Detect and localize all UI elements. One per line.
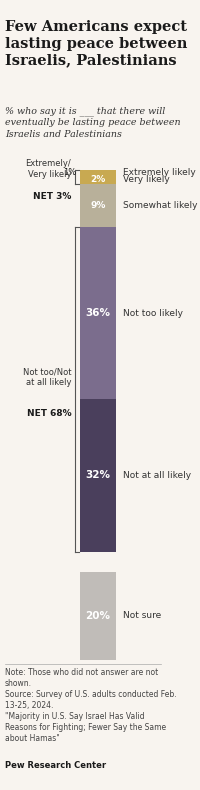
Text: Pew Research Center: Pew Research Center bbox=[5, 762, 106, 770]
Text: Not at all likely: Not at all likely bbox=[123, 471, 191, 480]
Text: NET 68%: NET 68% bbox=[27, 408, 71, 418]
FancyBboxPatch shape bbox=[80, 399, 116, 552]
Text: 2%: 2% bbox=[90, 175, 105, 184]
Text: Extremely likely: Extremely likely bbox=[123, 167, 195, 177]
Text: % who say it is ___ that there will
eventually be lasting peace between
Israelis: % who say it is ___ that there will even… bbox=[5, 107, 181, 138]
Text: Note: Those who did not answer are not
shown.
Source: Survey of U.S. adults cond: Note: Those who did not answer are not s… bbox=[5, 668, 177, 743]
Text: Extremely/
Very likely: Extremely/ Very likely bbox=[26, 160, 71, 179]
Text: Very likely: Very likely bbox=[123, 175, 169, 184]
Text: Not too/Not
at all likely: Not too/Not at all likely bbox=[23, 368, 71, 387]
Text: 32%: 32% bbox=[85, 470, 110, 480]
Text: Few Americans expect
lasting peace between
Israelis, Palestinians: Few Americans expect lasting peace betwe… bbox=[5, 20, 187, 67]
Text: Somewhat likely: Somewhat likely bbox=[123, 201, 197, 210]
Text: Not sure: Not sure bbox=[123, 611, 161, 620]
Text: 36%: 36% bbox=[85, 308, 110, 318]
Text: 20%: 20% bbox=[85, 611, 110, 621]
Text: 1%: 1% bbox=[63, 167, 76, 177]
FancyBboxPatch shape bbox=[80, 228, 116, 399]
FancyBboxPatch shape bbox=[80, 170, 116, 175]
Text: 9%: 9% bbox=[90, 201, 106, 210]
FancyBboxPatch shape bbox=[80, 572, 116, 660]
Text: NET 3%: NET 3% bbox=[33, 192, 71, 201]
FancyBboxPatch shape bbox=[80, 184, 116, 228]
FancyBboxPatch shape bbox=[80, 175, 116, 184]
Text: Not too likely: Not too likely bbox=[123, 309, 183, 318]
